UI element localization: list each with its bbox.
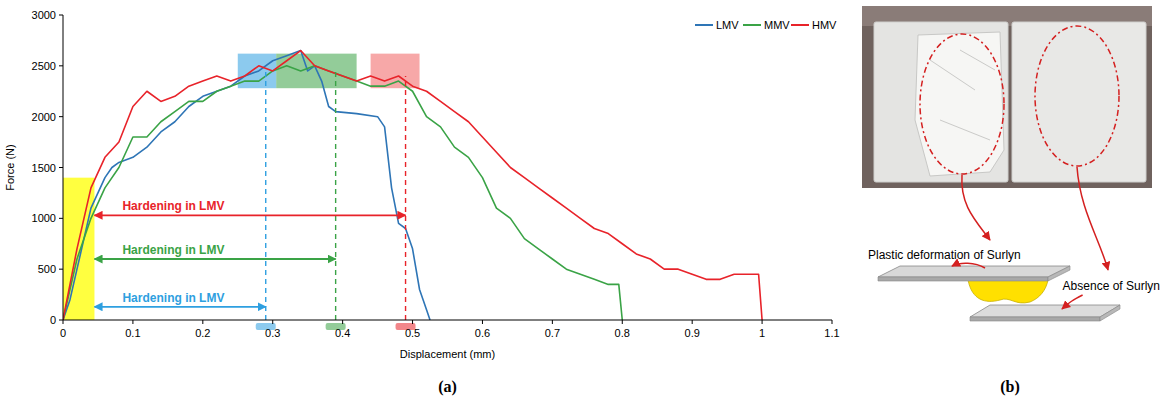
plate-side <box>1048 266 1070 281</box>
annotation-text: Hardening in LMV <box>122 291 224 305</box>
x-tick-label: 0 <box>60 327 66 339</box>
y-tick <box>59 65 63 66</box>
diagram-label: Absence of Surlyn <box>1063 279 1160 293</box>
y-tick <box>59 116 63 117</box>
plate-side <box>1100 305 1120 321</box>
photo-background <box>862 6 1152 188</box>
x-tick-label: 0.8 <box>615 327 630 339</box>
glass-plate <box>1012 22 1146 182</box>
x-tick <box>272 320 273 324</box>
x-tick-label: 0.4 <box>335 327 350 339</box>
x-tick-label: 0.9 <box>685 327 700 339</box>
dashed-line <box>265 71 266 320</box>
plate-side <box>970 317 1100 321</box>
series-line <box>63 51 762 320</box>
x-tick <box>342 320 343 324</box>
series-line <box>63 51 430 320</box>
y-tick <box>59 269 63 270</box>
x-tick <box>202 320 203 324</box>
series-line <box>63 66 622 320</box>
y-tick <box>59 218 63 219</box>
plate-side <box>878 277 1048 281</box>
panel-label: (a) <box>438 378 457 396</box>
x-axis-line <box>63 320 832 321</box>
x-tick <box>832 320 833 324</box>
x-tick <box>132 320 133 324</box>
figure: Hardening in LMV Hardening in LMV Hardenin… <box>0 0 1167 407</box>
x-tick-label: 1.1 <box>824 327 839 339</box>
y-tick <box>59 320 63 321</box>
hardening-arrow <box>94 306 265 308</box>
legend-label: LMV <box>716 19 739 31</box>
annotation-text: Hardening in LMV <box>122 199 224 213</box>
y-tick-label: 2500 <box>32 60 56 72</box>
panel-b: Plastic deformation of Surlyn Absence of … <box>862 6 1160 321</box>
x-tick-label: 0.7 <box>545 327 560 339</box>
x-tick-label: 0.2 <box>195 327 210 339</box>
legend-label: HMV <box>812 19 837 31</box>
dashed-line <box>405 76 406 320</box>
annotations: Hardening in LMV Hardening in LMV Hardenin… <box>94 199 405 306</box>
pointer-arrow <box>1077 167 1108 270</box>
y-tick-label: 2000 <box>32 111 56 123</box>
film-texture <box>930 50 995 140</box>
plate-top <box>878 266 1070 277</box>
y-axis-title: Force (N) <box>4 144 16 190</box>
x-tick <box>622 320 623 324</box>
y-tick-label: 1000 <box>32 212 56 224</box>
x-tick-label: 1 <box>759 327 765 339</box>
dashed-line <box>335 71 336 320</box>
y-tick-label: 0 <box>50 314 56 326</box>
surlyn-deformed <box>968 280 1048 303</box>
y-tick-label: 500 <box>38 263 56 275</box>
axes: 0 0.1 0.2 0.3 0.4 0.5 0.6 0.7 0.8 0.9 1 1.1 0 500 1000… <box>4 9 840 360</box>
highlight-ellipse <box>1035 26 1119 166</box>
x-tick <box>412 320 413 324</box>
pointer-arrow <box>952 263 985 268</box>
legend-swatch <box>743 24 761 26</box>
x-tick-label: 0.1 <box>125 327 140 339</box>
hardening-arrow <box>94 214 405 216</box>
x-tick <box>762 320 763 324</box>
x-tick <box>482 320 483 324</box>
panel-label: (b) <box>1000 378 1020 396</box>
x-tick <box>63 320 64 324</box>
y-tick <box>59 15 63 16</box>
pointer-arrow <box>1062 295 1083 309</box>
x-axis-title: Displacement (mm) <box>400 348 495 360</box>
legend-swatch <box>791 24 809 26</box>
legend-label: MMV <box>764 19 790 31</box>
y-tick-label: 3000 <box>32 9 56 21</box>
x-tick <box>692 320 693 324</box>
diagram-label: Plastic deformation of Surlyn <box>868 248 1021 262</box>
x-tick <box>552 320 553 324</box>
y-tick <box>59 167 63 168</box>
plot-area <box>63 51 762 320</box>
surlyn-film <box>915 32 1004 176</box>
legend: LMV MMV HMV <box>695 19 837 31</box>
x-tick-label: 0.5 <box>405 327 420 339</box>
plate-top <box>970 305 1120 317</box>
annotation-text: Hardening in LMV <box>122 243 224 257</box>
legend-swatch <box>695 24 713 26</box>
hardening-arrow <box>94 258 335 260</box>
pointer-arrow <box>962 175 990 240</box>
highlight-ellipse <box>920 34 1004 174</box>
x-tick-label: 0.3 <box>265 327 280 339</box>
y-tick-label: 1500 <box>32 162 56 174</box>
x-tick-label: 0.6 <box>475 327 490 339</box>
glass-plate <box>874 22 1008 182</box>
